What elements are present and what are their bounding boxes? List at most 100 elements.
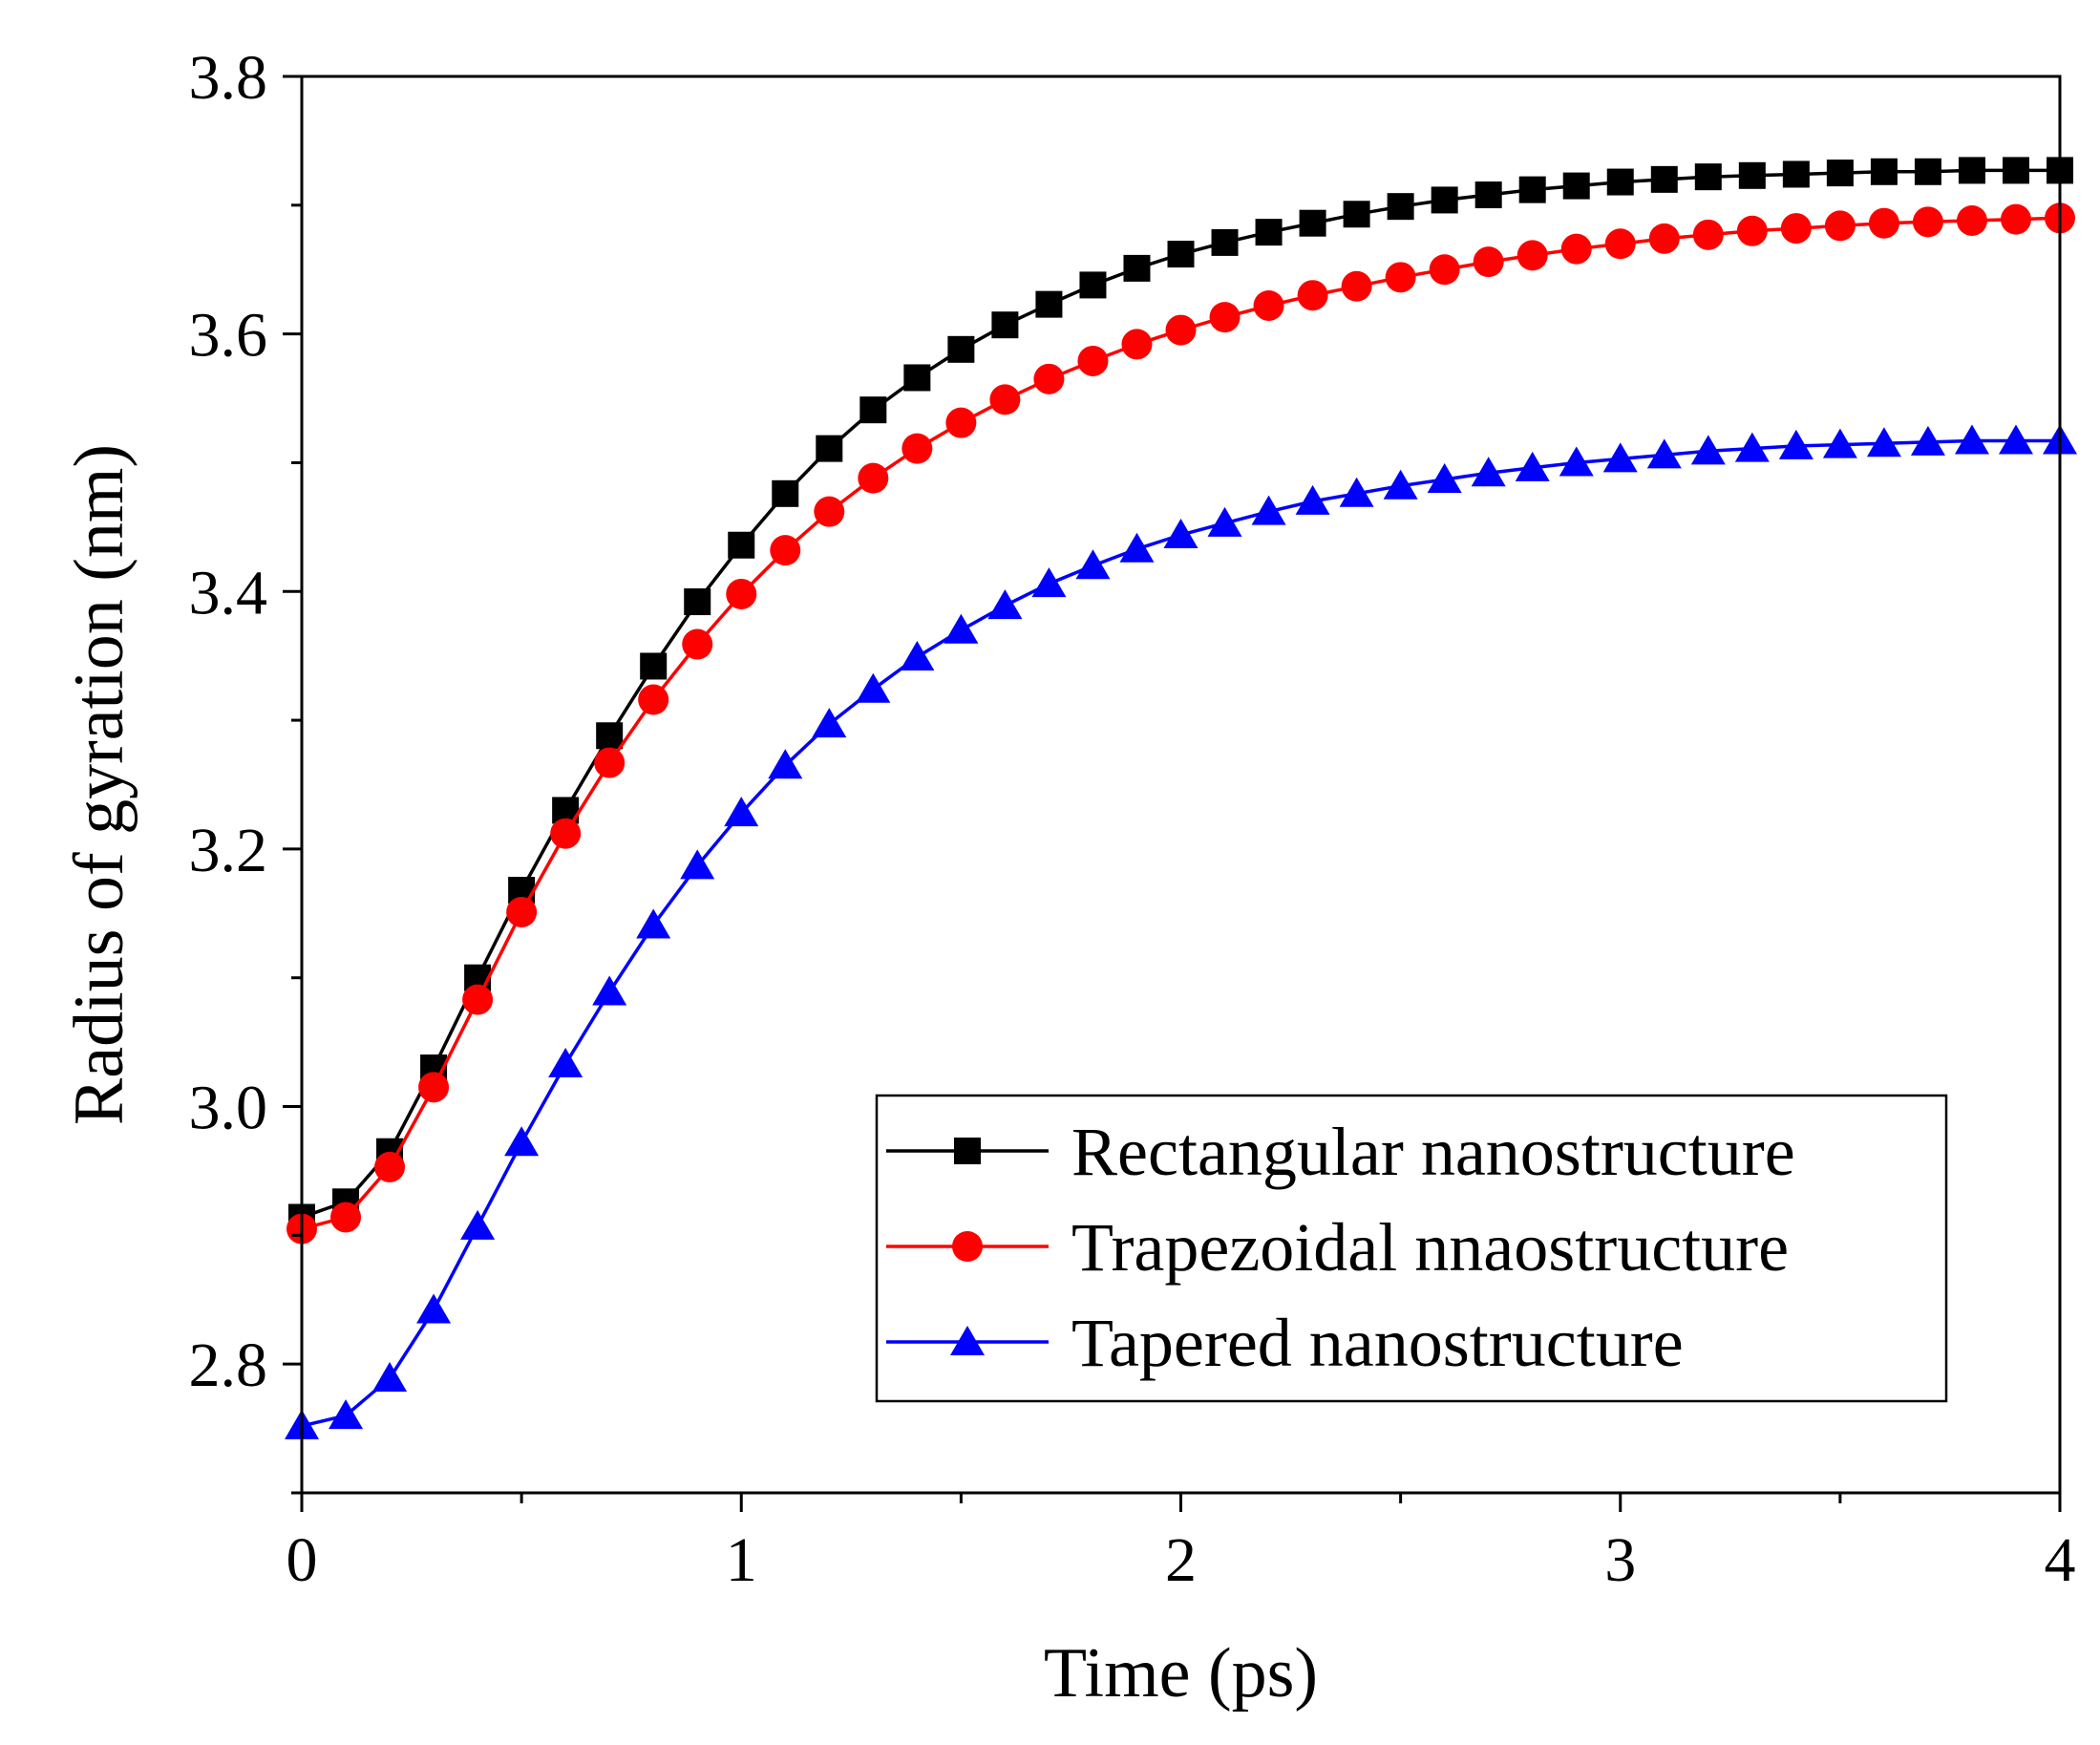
data-point-trapezoidal — [2000, 203, 2031, 235]
data-point-tapered — [1515, 451, 1550, 481]
data-point-trapezoidal — [330, 1202, 362, 1233]
data-point-tapered — [1734, 432, 1770, 462]
data-point-trapezoidal — [1736, 215, 1768, 246]
data-point-rectangular — [728, 531, 755, 559]
data-point-trapezoidal — [550, 818, 582, 849]
data-point-tapered — [1910, 425, 1945, 456]
data-point-trapezoidal — [1560, 233, 1592, 265]
y-tick-label: 3.6 — [189, 301, 268, 371]
x-tick-label: 4 — [2045, 1525, 2076, 1595]
data-point-tapered — [900, 641, 935, 671]
data-point-rectangular — [1518, 176, 1546, 203]
data-point-trapezoidal — [1385, 262, 1416, 293]
data-point-trapezoidal — [594, 747, 626, 778]
data-point-tapered — [1954, 424, 1989, 455]
x-tick-label: 1 — [726, 1525, 757, 1595]
data-point-trapezoidal — [1956, 204, 1987, 236]
x-axis-label: Time (ps) — [1044, 1634, 1318, 1713]
data-point-tapered — [1207, 506, 1242, 537]
data-point-tapered — [812, 708, 847, 738]
data-point-trapezoidal — [374, 1151, 406, 1182]
data-point-rectangular — [596, 722, 624, 750]
legend-box — [875, 1094, 1948, 1403]
data-point-trapezoidal — [945, 407, 977, 438]
data-point-tapered — [1427, 462, 1462, 493]
data-point-rectangular — [1079, 271, 1107, 299]
legend-marker-rectangular — [954, 1138, 981, 1164]
data-point-trapezoidal — [638, 684, 669, 715]
data-point-tapered — [329, 1399, 364, 1430]
data-point-trapezoidal — [1648, 223, 1680, 254]
data-point-trapezoidal — [1341, 270, 1372, 302]
data-point-rectangular — [1562, 172, 1590, 200]
y-tick-label: 3.0 — [189, 1074, 268, 1143]
data-point-rectangular — [640, 652, 668, 680]
data-point-tapered — [768, 749, 803, 779]
x-tick-label: 3 — [1604, 1525, 1636, 1595]
series-tapered — [285, 424, 2077, 1439]
data-point-tapered — [1251, 495, 1286, 525]
data-point-tapered — [1998, 424, 2033, 455]
y-tick-label: 3.4 — [189, 558, 268, 628]
data-point-trapezoidal — [462, 984, 494, 1015]
legend-label-trapezoidal: Trapezoidal nnaostructure — [1071, 1209, 1789, 1286]
data-point-rectangular — [1694, 163, 1722, 191]
data-point-rectangular — [1123, 254, 1151, 282]
data-point-trapezoidal — [1473, 246, 1504, 278]
y-tick-label: 3.2 — [189, 816, 268, 885]
data-point-tapered — [856, 672, 891, 703]
x-tick-label: 0 — [286, 1525, 318, 1595]
data-point-trapezoidal — [1077, 345, 1109, 376]
data-point-rectangular — [2002, 157, 2029, 184]
data-point-tapered — [504, 1126, 540, 1157]
data-point-rectangular — [1782, 160, 1810, 188]
data-point-rectangular — [947, 335, 975, 363]
data-point-tapered — [1119, 532, 1155, 563]
y-axis-label: Radius of gyration (nm) — [60, 444, 138, 1125]
data-point-rectangular — [1211, 228, 1239, 256]
data-point-trapezoidal — [1297, 280, 1328, 311]
data-point-tapered — [372, 1362, 408, 1393]
legend: Rectangular nanostructure Trapezoidal nn… — [875, 1094, 1948, 1403]
data-point-rectangular — [859, 396, 887, 424]
data-point-tapered — [1646, 438, 1682, 469]
data-point-tapered — [1602, 442, 1638, 473]
legend-label-tapered: Tapered nanostructure — [1071, 1305, 1684, 1381]
data-point-rectangular — [903, 364, 931, 392]
data-point-trapezoidal — [1912, 206, 1943, 238]
data-point-tapered — [724, 797, 759, 827]
data-point-rectangular — [1035, 290, 1063, 318]
data-point-rectangular — [1738, 161, 1766, 189]
plot-area — [285, 157, 2077, 1439]
data-point-tapered — [680, 849, 715, 880]
data-point-tapered — [1075, 549, 1111, 580]
data-point-tapered — [1822, 428, 1857, 458]
data-point-trapezoidal — [858, 462, 889, 494]
data-point-tapered — [416, 1293, 452, 1324]
data-point-trapezoidal — [1121, 329, 1153, 360]
x-tick-label: 2 — [1165, 1525, 1197, 1595]
data-point-trapezoidal — [1824, 210, 1856, 242]
data-point-tapered — [636, 908, 671, 939]
data-point-tapered — [1559, 446, 1594, 477]
data-point-rectangular — [1299, 209, 1326, 237]
data-point-rectangular — [1914, 158, 1941, 185]
data-point-trapezoidal — [1429, 254, 1460, 286]
legend-label-rectangular: Rectangular nanostructure — [1071, 1114, 1795, 1190]
data-point-trapezoidal — [506, 896, 538, 927]
y-tick-label: 3.8 — [189, 43, 268, 113]
data-point-tapered — [460, 1209, 496, 1240]
data-point-trapezoidal — [726, 578, 757, 609]
data-point-tapered — [1471, 457, 1506, 487]
data-point-trapezoidal — [682, 628, 713, 660]
data-point-rectangular — [1474, 181, 1502, 209]
data-point-rectangular — [1650, 165, 1678, 193]
data-point-trapezoidal — [1209, 302, 1241, 333]
axes: 0 1 2 3 4 2.8 3.0 3.2 3.4 3.6 3.8 — [189, 43, 2076, 1595]
data-point-tapered — [548, 1048, 583, 1078]
data-point-tapered — [1031, 567, 1067, 598]
data-point-trapezoidal — [814, 496, 845, 527]
data-point-rectangular — [684, 588, 711, 616]
data-point-trapezoidal — [1868, 207, 1899, 239]
